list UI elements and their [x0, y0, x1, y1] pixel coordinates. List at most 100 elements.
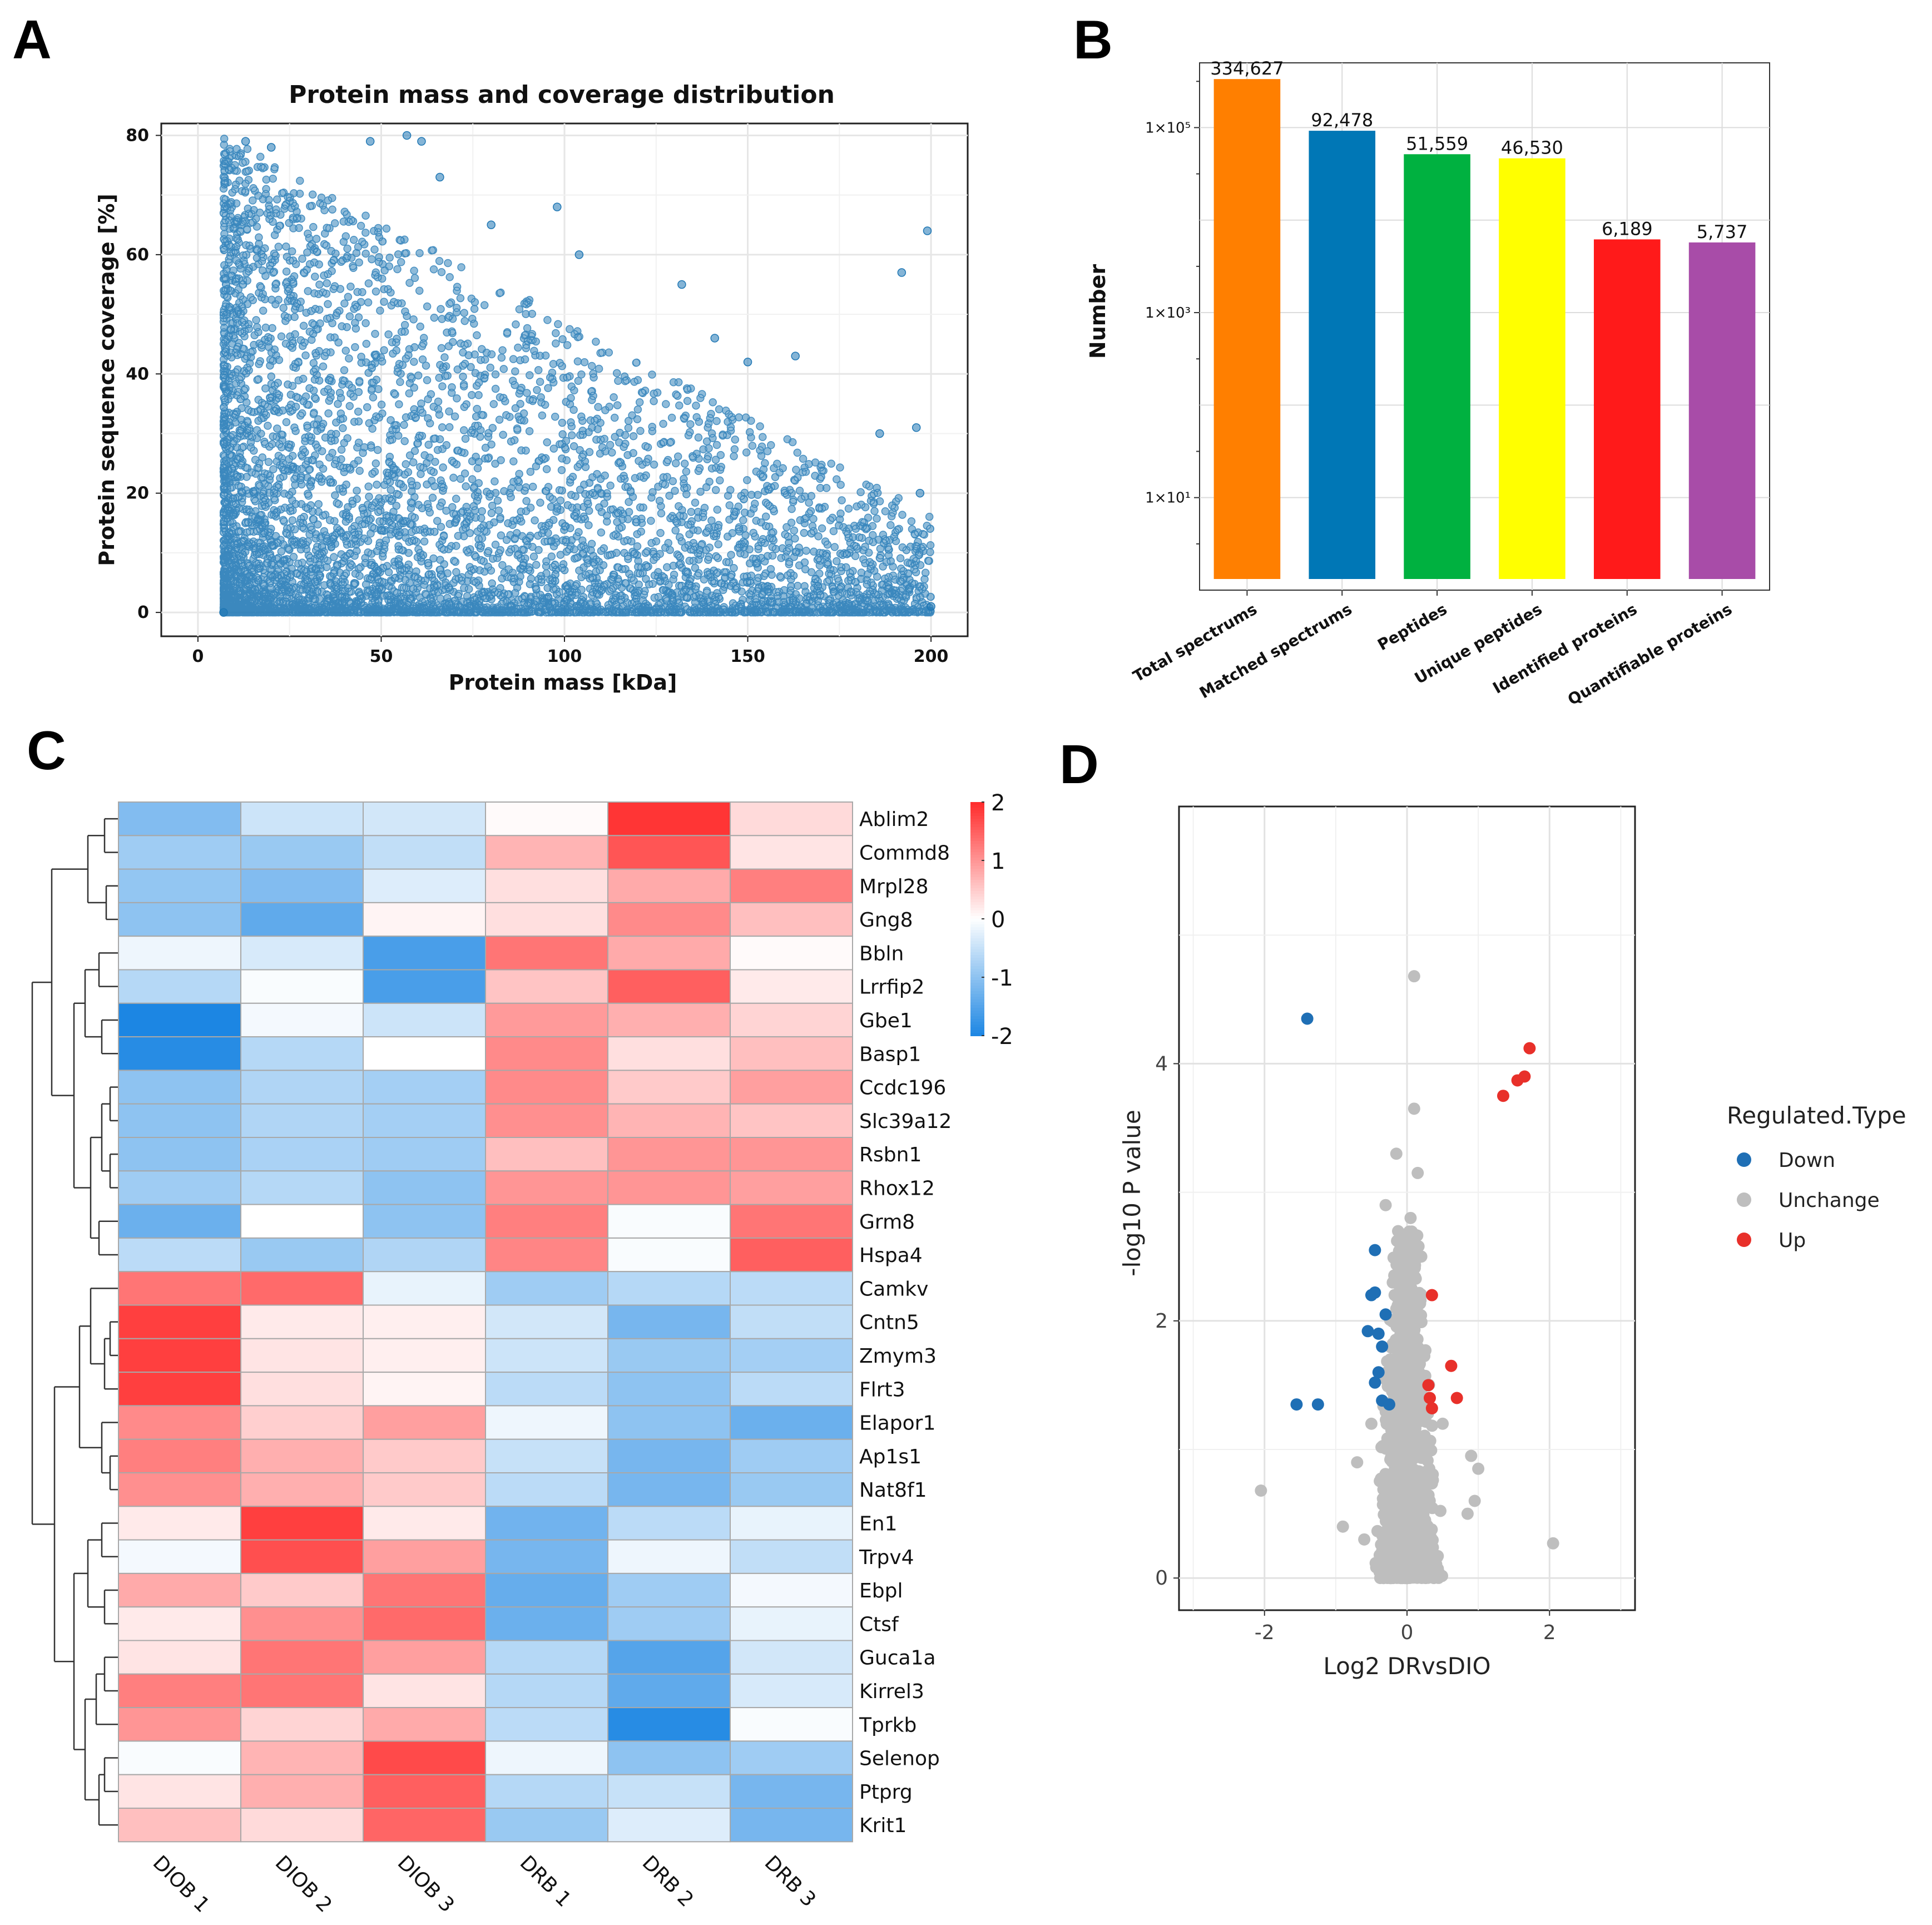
heatmap-cell — [730, 1271, 853, 1306]
heatmap-cell — [118, 1539, 241, 1574]
row-label: Bbln — [859, 942, 904, 965]
heatmap-cell — [607, 1338, 731, 1373]
heatmap-cell — [118, 1271, 241, 1306]
colorbar-segment — [970, 902, 984, 905]
row-label: Selenop — [859, 1748, 940, 1770]
y-tick-label: 0 — [137, 603, 149, 622]
heatmap-cell — [485, 868, 608, 903]
row-label: Gng8 — [859, 909, 913, 932]
heatmap-cell — [607, 902, 731, 937]
colorbar-segment — [970, 883, 984, 886]
column-labels: DIOB 1 DIOB 2 DIOB 3 DRB 1 DRB 2 DRB 3 — [148, 1852, 820, 1917]
heatmap-cell — [240, 1103, 364, 1139]
heatmap-cell — [240, 1372, 364, 1407]
point-down — [1372, 1327, 1385, 1340]
legend-label: Up — [1779, 1229, 1806, 1252]
colorbar-segment — [970, 810, 984, 814]
heatmap-cell — [607, 1472, 731, 1507]
heatmap-cell — [240, 1204, 364, 1239]
heatmap-cell — [730, 801, 853, 837]
heatmap-cell — [485, 1438, 608, 1473]
point-unchange — [1415, 1250, 1428, 1263]
y-axis-ticks: 0 2 4 — [1155, 1052, 1179, 1590]
heatmap-cell — [118, 1304, 241, 1339]
point-unchange — [1468, 1495, 1481, 1507]
x-tick-label: 0 — [1401, 1621, 1414, 1644]
heatmap-cell — [730, 936, 853, 971]
heatmap-cell — [240, 1539, 364, 1574]
colorbar-segment — [970, 972, 984, 975]
row-label: Nat8f1 — [859, 1479, 927, 1502]
colorbar-segment — [970, 941, 984, 944]
heatmap-cell — [363, 1740, 486, 1775]
heatmap-cell — [118, 868, 241, 903]
heatmap-cell — [118, 1640, 241, 1675]
colorbar-segment — [970, 1030, 984, 1033]
x-tick-label: 50 — [370, 647, 393, 666]
y-tick-label: 4 — [1155, 1052, 1168, 1075]
point-down — [1311, 1398, 1324, 1411]
point-unchange — [1358, 1533, 1371, 1546]
colorbar-segment — [970, 991, 984, 994]
scatter-point — [219, 608, 228, 617]
heatmap-cell — [607, 969, 731, 1004]
bar-chart-counts: 334,627 92,478 51,559 46,530 6,189 5,737 1×10… — [1086, 58, 1770, 709]
heatmap-cell — [730, 1472, 853, 1507]
heatmap-cell — [118, 1170, 241, 1205]
colorbar: 2 1 0 -1 -2 — [970, 790, 1013, 1050]
colorbar-segment — [970, 944, 984, 947]
heatmap-cell — [363, 1002, 486, 1038]
colorbar-segment — [970, 927, 984, 931]
heatmap-cell — [730, 868, 853, 903]
scatter-point — [487, 220, 496, 230]
colorbar-segment — [970, 980, 984, 983]
point-up — [1425, 1289, 1438, 1302]
y-tick-label: 1×10⁵ — [1145, 120, 1191, 136]
colorbar-segment — [970, 999, 984, 1003]
row-labels: Ablim2 Commd8 Mrpl28 Gng8 Bbln Lrrfip2 Gbe1 Bas… — [859, 808, 952, 1837]
bar — [1688, 242, 1756, 580]
scatter-cloud — [219, 135, 935, 617]
heatmap-cell — [363, 936, 486, 971]
colorbar-segment — [970, 997, 984, 1000]
x-tick-label: 2 — [1543, 1621, 1556, 1644]
colorbar-segment — [970, 830, 984, 833]
scatter-chart-mass-coverage: Protein mass and coverage distribution 0… — [95, 81, 969, 695]
scatter-point — [417, 137, 426, 146]
point-unchange — [1404, 1211, 1417, 1224]
scatter-point — [927, 602, 935, 611]
heatmap-cell — [607, 1808, 731, 1843]
heatmap-cell — [730, 1405, 853, 1440]
heatmap-cell — [363, 1304, 486, 1339]
heatmap-cell — [118, 1740, 241, 1775]
heatmap-cell — [730, 1304, 853, 1339]
colorbar-segment — [970, 930, 984, 933]
row-label: Elapor1 — [859, 1412, 935, 1435]
row-label: Ablim2 — [859, 808, 929, 831]
heatmap-cell — [485, 902, 608, 937]
colorbar-segment — [970, 849, 984, 853]
heatmap-cell — [363, 1338, 486, 1373]
heatmap-cell — [118, 835, 241, 870]
bar — [1404, 154, 1470, 579]
colorbar-segment — [970, 802, 984, 805]
heatmap-cell — [118, 1070, 241, 1105]
colorbar-segment — [970, 863, 984, 867]
panel-letter-d: D — [1059, 734, 1099, 795]
colorbar-segment — [970, 983, 984, 986]
heatmap-cell — [485, 969, 608, 1004]
colorbar-segment — [970, 880, 984, 883]
scatter-point — [923, 226, 932, 235]
point-down — [1383, 1398, 1395, 1411]
point-up — [1445, 1359, 1458, 1372]
colorbar-segment — [970, 833, 984, 836]
heatmap-cell — [730, 1640, 853, 1675]
colorbar-segment — [970, 958, 984, 961]
colorbar-segment — [970, 966, 984, 969]
row-label: Zmym3 — [859, 1345, 937, 1368]
row-label: Basp1 — [859, 1043, 921, 1066]
heatmap-cell — [607, 1103, 731, 1139]
colorbar-segment — [970, 1005, 984, 1008]
heatmap-cell — [485, 1237, 608, 1273]
y-tick-label: 40 — [126, 364, 149, 384]
